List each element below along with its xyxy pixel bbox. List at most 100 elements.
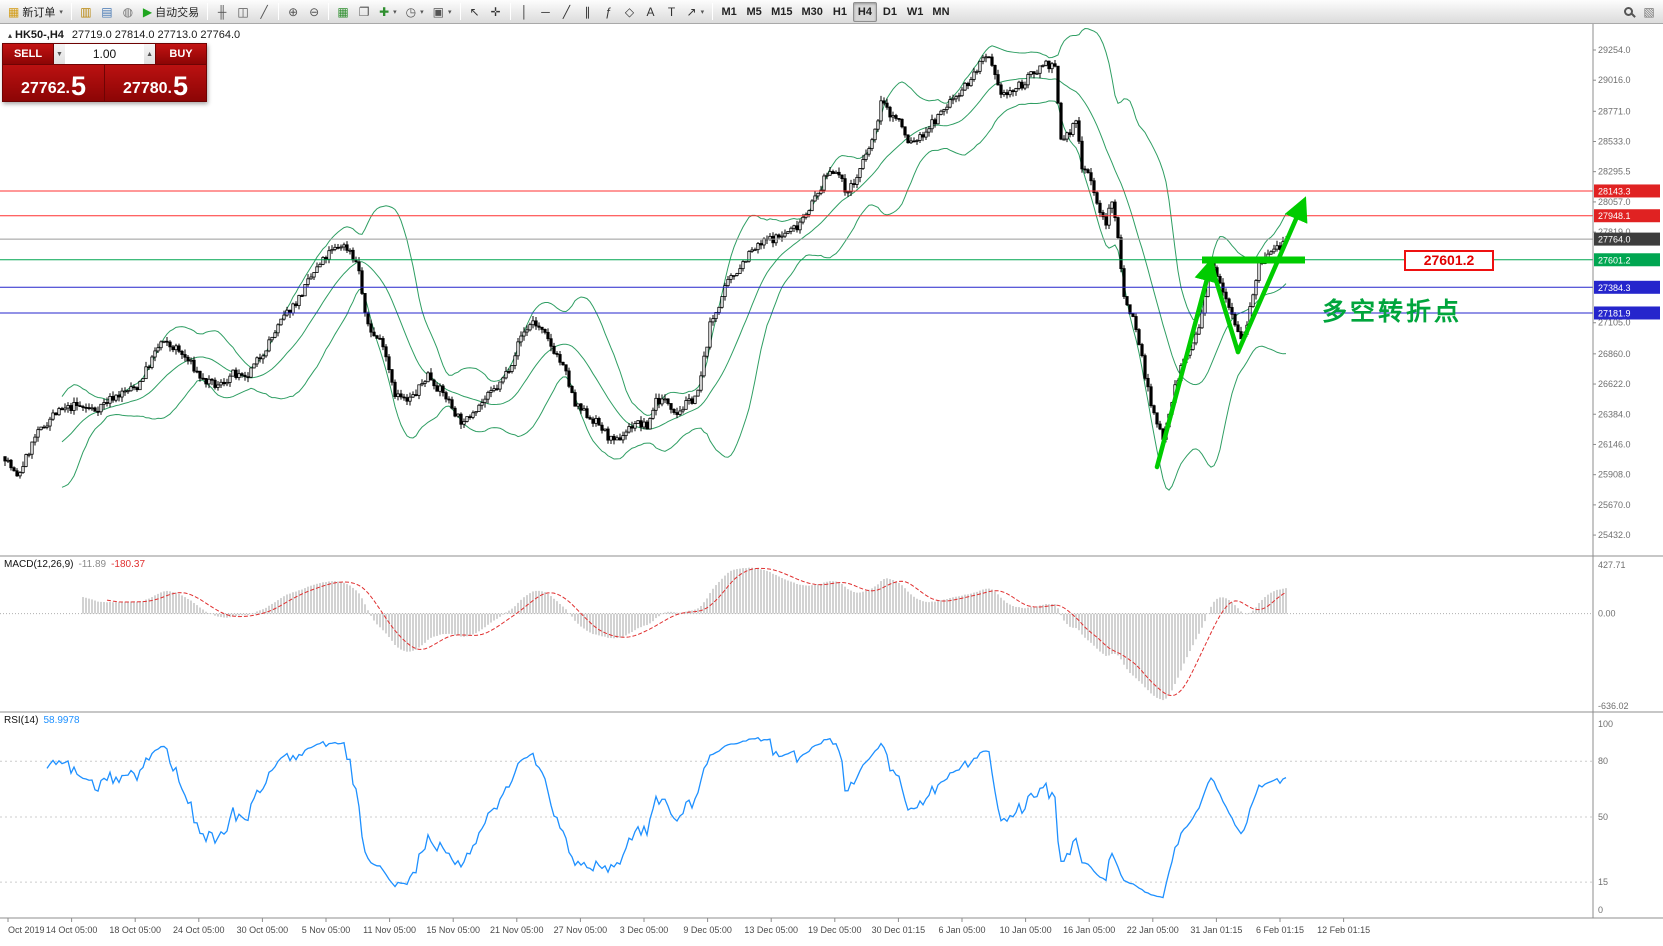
svg-text:26146.0: 26146.0 [1598, 439, 1631, 449]
svg-text:25908.0: 25908.0 [1598, 470, 1631, 480]
timeframe-m1[interactable]: M1 [717, 2, 741, 22]
new-order-button[interactable]: ▦ 新订单 ▾ [4, 2, 67, 22]
svg-text:11 Nov 05:00: 11 Nov 05:00 [363, 925, 416, 935]
search-icon [1623, 7, 1633, 16]
search-button[interactable] [1618, 2, 1638, 22]
trendline-icon: ╱ [562, 4, 571, 19]
fibonacci-icon: ƒ [605, 4, 612, 19]
svg-text:28771.0: 28771.0 [1598, 106, 1631, 116]
arrows-button[interactable]: ↗ ▾ [683, 2, 709, 22]
svg-text:28533.0: 28533.0 [1598, 137, 1631, 147]
buy-button[interactable]: BUY [155, 43, 207, 65]
cascade-windows-button[interactable]: ❐ [354, 2, 374, 22]
svg-text:29254.0: 29254.0 [1598, 45, 1631, 55]
horizontal-line-icon: ─ [541, 4, 550, 19]
svg-text:27384.3: 27384.3 [1598, 283, 1631, 293]
timeframe-m30[interactable]: M30 [798, 2, 827, 22]
autotrading-button[interactable]: ▶ 自动交易 [139, 2, 203, 22]
svg-text:30 Dec 01:15: 30 Dec 01:15 [872, 925, 926, 935]
sell-price[interactable]: 27762. 5 [3, 65, 105, 101]
volume-increase-button[interactable]: ▲ [144, 44, 156, 64]
vertical-line-button[interactable]: │ [515, 2, 535, 22]
timeframe-m5-label: M5 [746, 5, 762, 18]
buy-price-main: 27780. [123, 80, 172, 97]
timeframe-mn[interactable]: MN [928, 2, 953, 22]
toolbar-separator [459, 3, 461, 20]
zoom-in-button[interactable]: ⊕ [283, 2, 303, 22]
sell-button[interactable]: SELL [2, 43, 54, 65]
channel-button[interactable]: ∥ [578, 2, 598, 22]
new-order-icon: ▦ [8, 4, 20, 19]
panel-button[interactable]: ▧ [1639, 2, 1659, 22]
chart-windows-button[interactable]: ▥ [76, 2, 96, 22]
turning-point-annotation[interactable]: 多空转折点 [1322, 298, 1463, 326]
svg-text:0: 0 [1598, 905, 1603, 915]
svg-text:22 Jan 05:00: 22 Jan 05:00 [1127, 925, 1179, 935]
crosshair-button[interactable]: ✛ [486, 2, 506, 22]
candlestick-chart-button[interactable]: ◫ [233, 2, 253, 22]
trend-arrows[interactable] [1154, 196, 1308, 470]
timeframe-h4[interactable]: H4 [852, 1, 877, 22]
autotrading-play-icon: ▶ [142, 4, 153, 19]
text-button[interactable]: A [641, 2, 661, 22]
timeframe-m15[interactable]: M15 [767, 2, 796, 22]
timeframe-h1[interactable]: H1 [828, 2, 852, 22]
horizontal-level-lines[interactable] [0, 190, 1593, 314]
buy-price-big-digit: 5 [172, 71, 188, 101]
chevron-down-icon: ▾ [700, 8, 705, 16]
main-toolbar: ▦ 新订单 ▾ ▥ ▤ ◍ ▶ 自动交易 ╫ ◫ ╱ ⊕ ⊖ ▦ ❐ ✚ ▾ ◷ ▾ ▣ ▾ ↖ ✛ │ ─ ╱ ∥ ƒ ◇ A T ↗ ▾ M1… [0, 0, 1663, 24]
fibonacci-button[interactable]: ƒ [599, 2, 619, 22]
chart-windows-icon: ▥ [80, 4, 92, 19]
arrow-icon: ↗ [686, 4, 697, 19]
periods-button[interactable]: ◷ ▾ [402, 2, 428, 22]
community-button[interactable]: ◍ [118, 2, 138, 22]
chevron-down-icon: ▾ [420, 8, 424, 16]
line-chart-button[interactable]: ╱ [254, 2, 274, 22]
toolbar-separator [328, 3, 330, 20]
chart-canvas[interactable]: 29254.0 29016.0 28771.0 28533.0 28295.5 28057… [0, 24, 1663, 946]
zoom-in-icon: ⊕ [288, 4, 299, 19]
svg-text:27601.2: 27601.2 [1598, 255, 1631, 265]
svg-text:80: 80 [1598, 756, 1608, 766]
buy-price[interactable]: 27780. 5 [105, 65, 206, 101]
profiles-button[interactable]: ▤ [97, 2, 117, 22]
up-arrow-2 [1235, 196, 1308, 355]
clock-icon: ◷ [405, 4, 417, 19]
tile-windows-button[interactable]: ▦ [333, 2, 353, 22]
sell-price-big-digit: 5 [70, 71, 86, 101]
svg-text:24 Oct 05:00: 24 Oct 05:00 [173, 925, 225, 935]
shapes-button[interactable]: ◇ [620, 2, 640, 22]
svg-text:0.00: 0.00 [1598, 609, 1616, 619]
timeframe-h1-label: H1 [832, 5, 847, 18]
ohlc-values: 27719.0 27814.0 27713.0 27764.0 [71, 29, 241, 41]
label-button[interactable]: T [662, 2, 682, 22]
volume-decrease-button[interactable]: ▼ [54, 44, 65, 64]
svg-text:5 Nov 05:00: 5 Nov 05:00 [302, 925, 351, 935]
timeframe-w1[interactable]: W1 [903, 2, 928, 22]
toolbar-separator [278, 3, 280, 20]
cursor-icon: ↖ [469, 4, 480, 19]
indicators-button[interactable]: ✚ ▾ [375, 2, 401, 22]
time-axis: Oct 2019 14 Oct 05:00 18 Oct 05:00 24 Oct 0… [7, 918, 1370, 935]
timeframe-m5[interactable]: M5 [742, 2, 766, 22]
volume-input[interactable] [64, 44, 145, 64]
templates-button[interactable]: ▣ ▾ [429, 2, 456, 22]
ellipse-icon: ◇ [624, 4, 635, 19]
zoom-out-icon: ⊖ [309, 4, 320, 19]
cursor-button[interactable]: ↖ [465, 2, 485, 22]
svg-text:21 Nov 05:00: 21 Nov 05:00 [490, 925, 544, 935]
bars-chart-button[interactable]: ╫ [212, 2, 232, 22]
svg-text:16 Jan 05:00: 16 Jan 05:00 [1063, 925, 1115, 935]
autotrading-button-label: 自动交易 [155, 6, 200, 19]
zoom-out-button[interactable]: ⊖ [304, 2, 324, 22]
rsi-indicator-header: RSI(14) 58.9978 [4, 715, 80, 726]
macd-value-1: -11.89 [78, 559, 107, 570]
profiles-icon: ▤ [101, 4, 113, 19]
timeframe-d1[interactable]: D1 [878, 2, 902, 22]
price-level-annotation[interactable]: 27601.2 [1404, 250, 1494, 271]
trendline-button[interactable]: ╱ [557, 2, 577, 22]
timeframe-w1-label: W1 [906, 5, 924, 18]
panel-icon: ▧ [1643, 4, 1655, 19]
candlestick-chart-icon: ◫ [237, 4, 249, 19]
horizontal-line-button[interactable]: ─ [536, 2, 556, 22]
